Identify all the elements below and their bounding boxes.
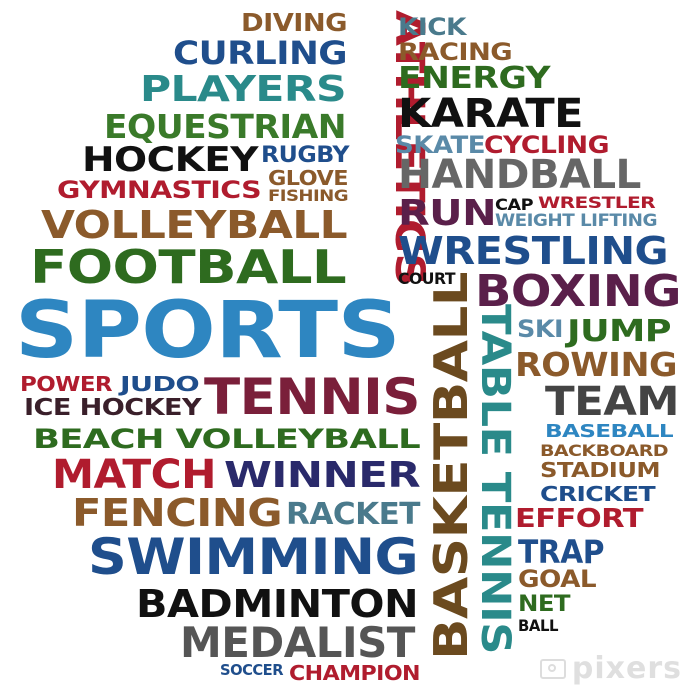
- word-skate: SKATE: [395, 131, 486, 159]
- word-kick: KICK: [398, 13, 467, 41]
- word-glove: GLOVE: [268, 166, 349, 190]
- word-racket: RACKET: [286, 497, 420, 532]
- word-weight-lifting: WEIGHT LIFTING: [495, 211, 658, 231]
- word-rowing: ROWING: [515, 345, 678, 384]
- word-diving: DIVING: [241, 8, 348, 37]
- word-medalist: MEDALIST: [180, 618, 415, 667]
- word-judo: JUDO: [120, 372, 200, 396]
- word-fencing: FENCING: [72, 491, 283, 535]
- word-badminton: BADMINTON: [136, 582, 419, 626]
- word-ice-hockey: ICE HOCKEY: [24, 395, 202, 421]
- word-basketball: BASKETBALL: [424, 272, 478, 660]
- word-stadium: STADIUM: [540, 458, 661, 482]
- word-swimming: SWIMMING: [88, 528, 419, 586]
- word-sports: SPORTS: [15, 286, 401, 376]
- word-gymnastics: GYMNASTICS: [57, 176, 262, 204]
- word-racing: RACING: [398, 38, 513, 66]
- word-hockey: HOCKEY: [82, 140, 259, 180]
- word-cricket: CRICKET: [540, 482, 656, 506]
- word-wrestling: WRESTLING: [398, 229, 669, 273]
- word-football: FOOTBALL: [30, 240, 347, 294]
- word-tennis: TENNIS: [204, 368, 421, 426]
- word-curling: CURLING: [173, 34, 348, 72]
- word-match: MATCH: [52, 452, 217, 498]
- word-effort: EFFORT: [515, 504, 644, 534]
- word-karate: KARATE: [398, 91, 584, 137]
- word-soccer: SOCCER: [220, 661, 284, 679]
- word-boxing: BOXING: [475, 266, 681, 317]
- word-winner: WINNER: [224, 455, 421, 496]
- word-run: RUN: [398, 193, 497, 234]
- word-beach-volleyball: BEACH VOLLEYBALL: [33, 424, 421, 455]
- word-court: COURT: [398, 269, 456, 288]
- word-trap: TRAP: [518, 533, 605, 571]
- word-fishing: FISHING: [268, 186, 349, 205]
- watermark-text: pixers: [571, 651, 682, 686]
- word-ski: SKI: [517, 315, 564, 343]
- word-goal: GOAL: [518, 565, 597, 593]
- word-ball: BALL: [518, 616, 559, 635]
- word-volleyball: VOLLEYBALL: [41, 203, 348, 247]
- word-team: TEAM: [545, 379, 680, 425]
- word-net: NET: [518, 592, 571, 617]
- camera-icon: [539, 658, 566, 679]
- word-rugby: RUGBY: [261, 143, 350, 168]
- word-handball: HANDBALL: [398, 152, 641, 198]
- word-energy: ENERGY: [398, 61, 551, 96]
- word-backboard: BACKBOARD: [540, 441, 669, 460]
- word-players: PLAYERS: [140, 69, 347, 110]
- watermark: pixers: [539, 651, 682, 686]
- word-cycling: CYCLING: [484, 131, 610, 159]
- word-jump: JUMP: [567, 314, 672, 349]
- word-power: POWER: [20, 372, 113, 396]
- word-equestrian: EQUESTRIAN: [104, 107, 347, 146]
- word-wrestler: WRESTLER: [538, 193, 656, 212]
- word-table-tennis: TABLE TENNIS: [472, 304, 518, 654]
- word-cap: CAP: [495, 195, 534, 214]
- word-champion: CHAMPION: [289, 661, 421, 685]
- word-baseball: BASEBALL: [545, 421, 674, 442]
